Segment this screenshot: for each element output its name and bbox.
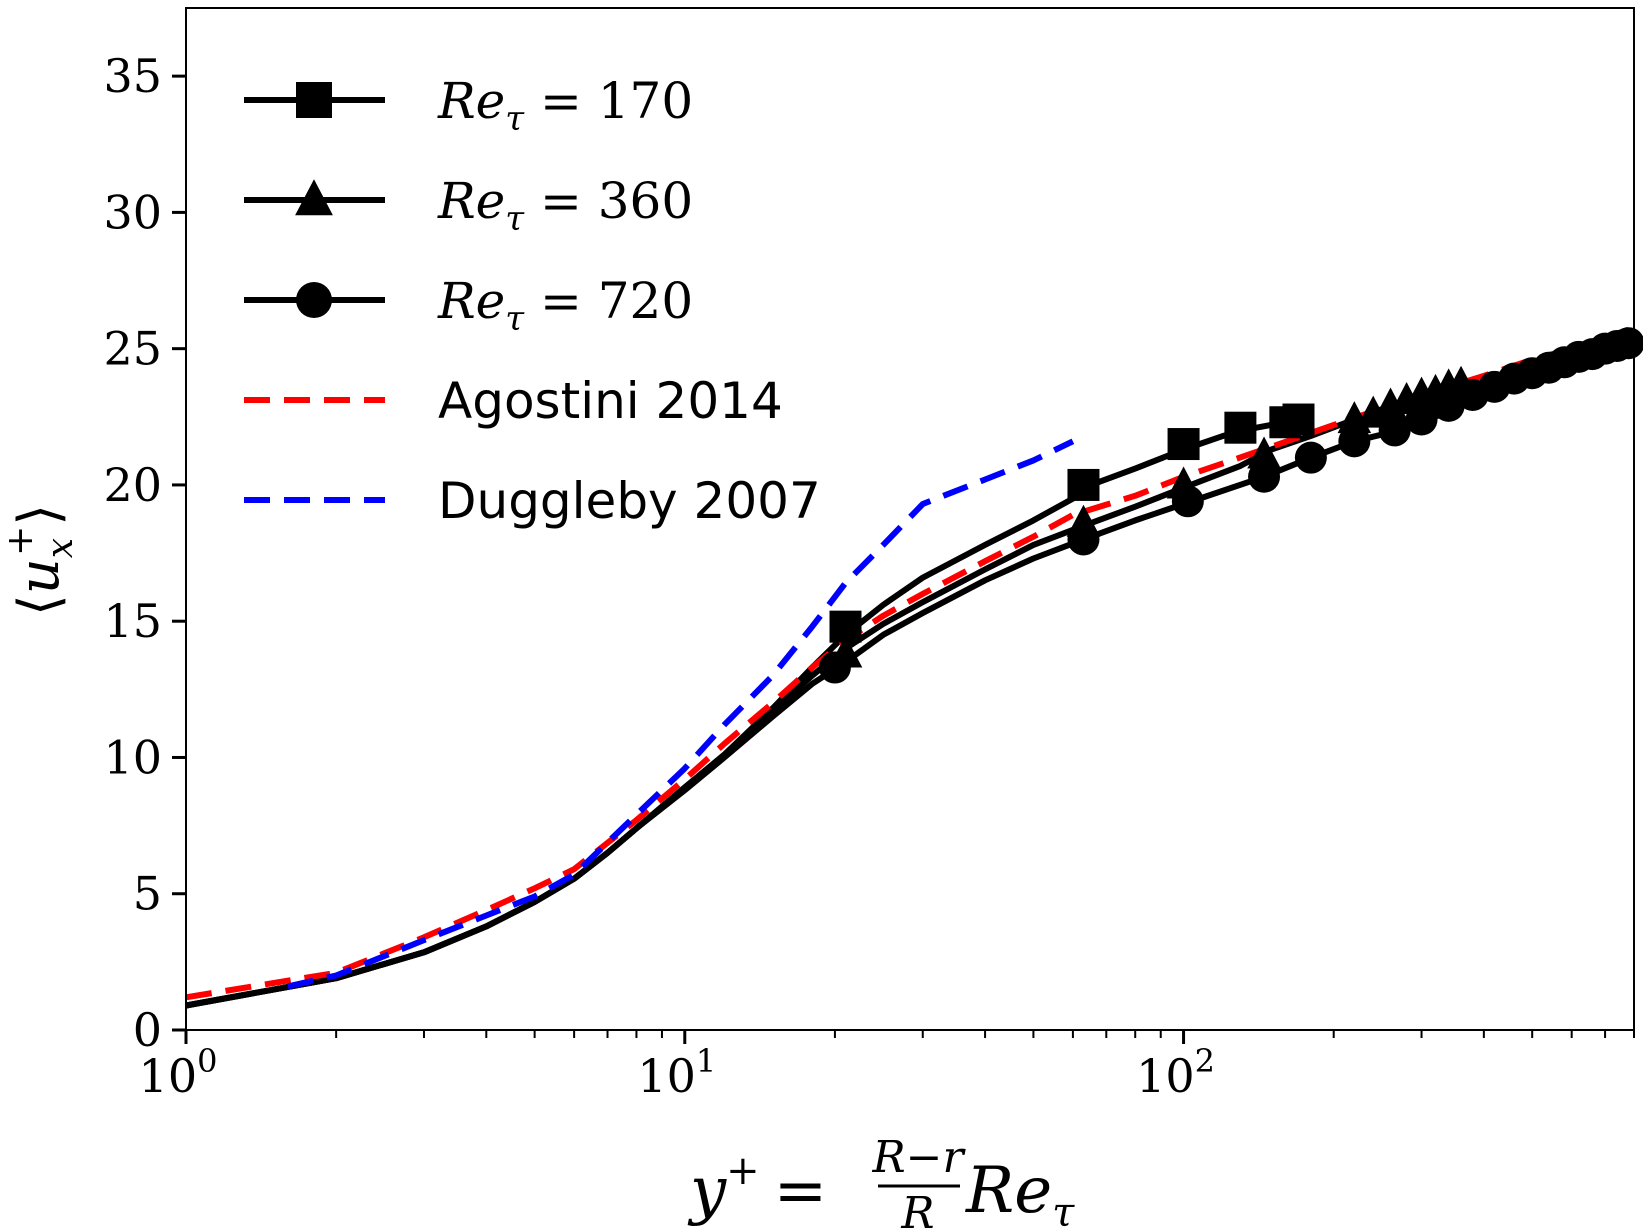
y-axis-label: ⟨ux+⟩ xyxy=(0,504,81,616)
legend: Reτ = 170 Reτ = 360 Reτ = 720 Agostini 2014… xyxy=(244,72,821,530)
series-line-5 xyxy=(287,438,1075,990)
series-3-marker xyxy=(1294,441,1327,474)
legend-label-2: Reτ = 360 xyxy=(437,172,693,239)
xlabel-sup: + xyxy=(726,1148,760,1194)
series-1-marker xyxy=(1282,403,1315,436)
y-tick-label: 15 xyxy=(103,594,162,648)
series-1-marker xyxy=(1167,428,1200,461)
ylabel-close: ⟩ xyxy=(7,504,72,526)
x-axis-label: y+ = R−r R Reτ xyxy=(687,1132,1075,1232)
y-tick-label: 25 xyxy=(103,322,162,376)
x-axis: 100 101 102 xyxy=(139,1030,1635,1103)
svg-text:Reτ: Reτ xyxy=(965,1154,1075,1232)
y-tick-label: 10 xyxy=(103,730,162,784)
legend-label-5: Duggleby 2007 xyxy=(438,472,821,530)
series-3-marker xyxy=(818,651,851,684)
plot-frame xyxy=(185,7,1635,1031)
series-2-marker xyxy=(1356,395,1390,428)
series-3-marker xyxy=(1612,327,1643,360)
ylabel-var: u xyxy=(7,558,72,594)
y-tick-label: 0 xyxy=(133,1003,162,1057)
series-3-marker xyxy=(1248,460,1281,493)
series-3-marker xyxy=(1171,485,1204,518)
x-tick-label: 101 xyxy=(637,1042,716,1103)
series-1-marker xyxy=(1067,468,1100,501)
xlabel-lhs: y xyxy=(687,1154,727,1228)
y-tick-label: 5 xyxy=(133,867,162,921)
xlabel-eq: = xyxy=(774,1154,828,1228)
series-1-marker xyxy=(1224,411,1257,444)
y-tick-label: 20 xyxy=(103,458,162,512)
legend-marker-2 xyxy=(295,179,333,216)
y-tick-label: 30 xyxy=(103,185,162,239)
legend-marker-1 xyxy=(296,82,332,118)
x-tick-label: 100 xyxy=(139,1042,218,1103)
xlabel-sub: τ xyxy=(1052,1190,1075,1232)
xlabel-num: R−r xyxy=(871,1132,966,1183)
legend-label-1: Reτ = 170 xyxy=(437,72,693,139)
series-line-4 xyxy=(185,326,1630,1001)
legend-label-3: Reτ = 720 xyxy=(437,272,693,339)
ylabel-sub: x xyxy=(40,538,81,558)
svg-text:y+=: y+ = xyxy=(687,1148,827,1228)
ylabel-sup: + xyxy=(0,526,41,556)
xlabel-den: R xyxy=(900,1188,934,1232)
series-3-marker xyxy=(1067,523,1100,556)
y-tick-label: 35 xyxy=(103,49,162,103)
legend-label-4: Agostini 2014 xyxy=(438,372,783,430)
series-3-marker xyxy=(1405,403,1438,436)
xlabel-re: Re xyxy=(965,1154,1052,1228)
series-3-marker xyxy=(1432,389,1465,422)
y-axis: 0 5 10 15 20 25 30 35 xyxy=(103,49,186,1057)
series-3-marker xyxy=(1338,425,1371,458)
x-tick-label: 102 xyxy=(1136,1042,1215,1103)
series-2-marker xyxy=(1247,436,1281,469)
ylabel-open: ⟨ xyxy=(7,594,72,616)
svg-text:⟨ux+⟩: ⟨ux+⟩ xyxy=(0,504,81,616)
series-3-marker xyxy=(1378,414,1411,447)
series-markers xyxy=(818,327,1643,684)
legend-marker-3 xyxy=(296,282,332,318)
